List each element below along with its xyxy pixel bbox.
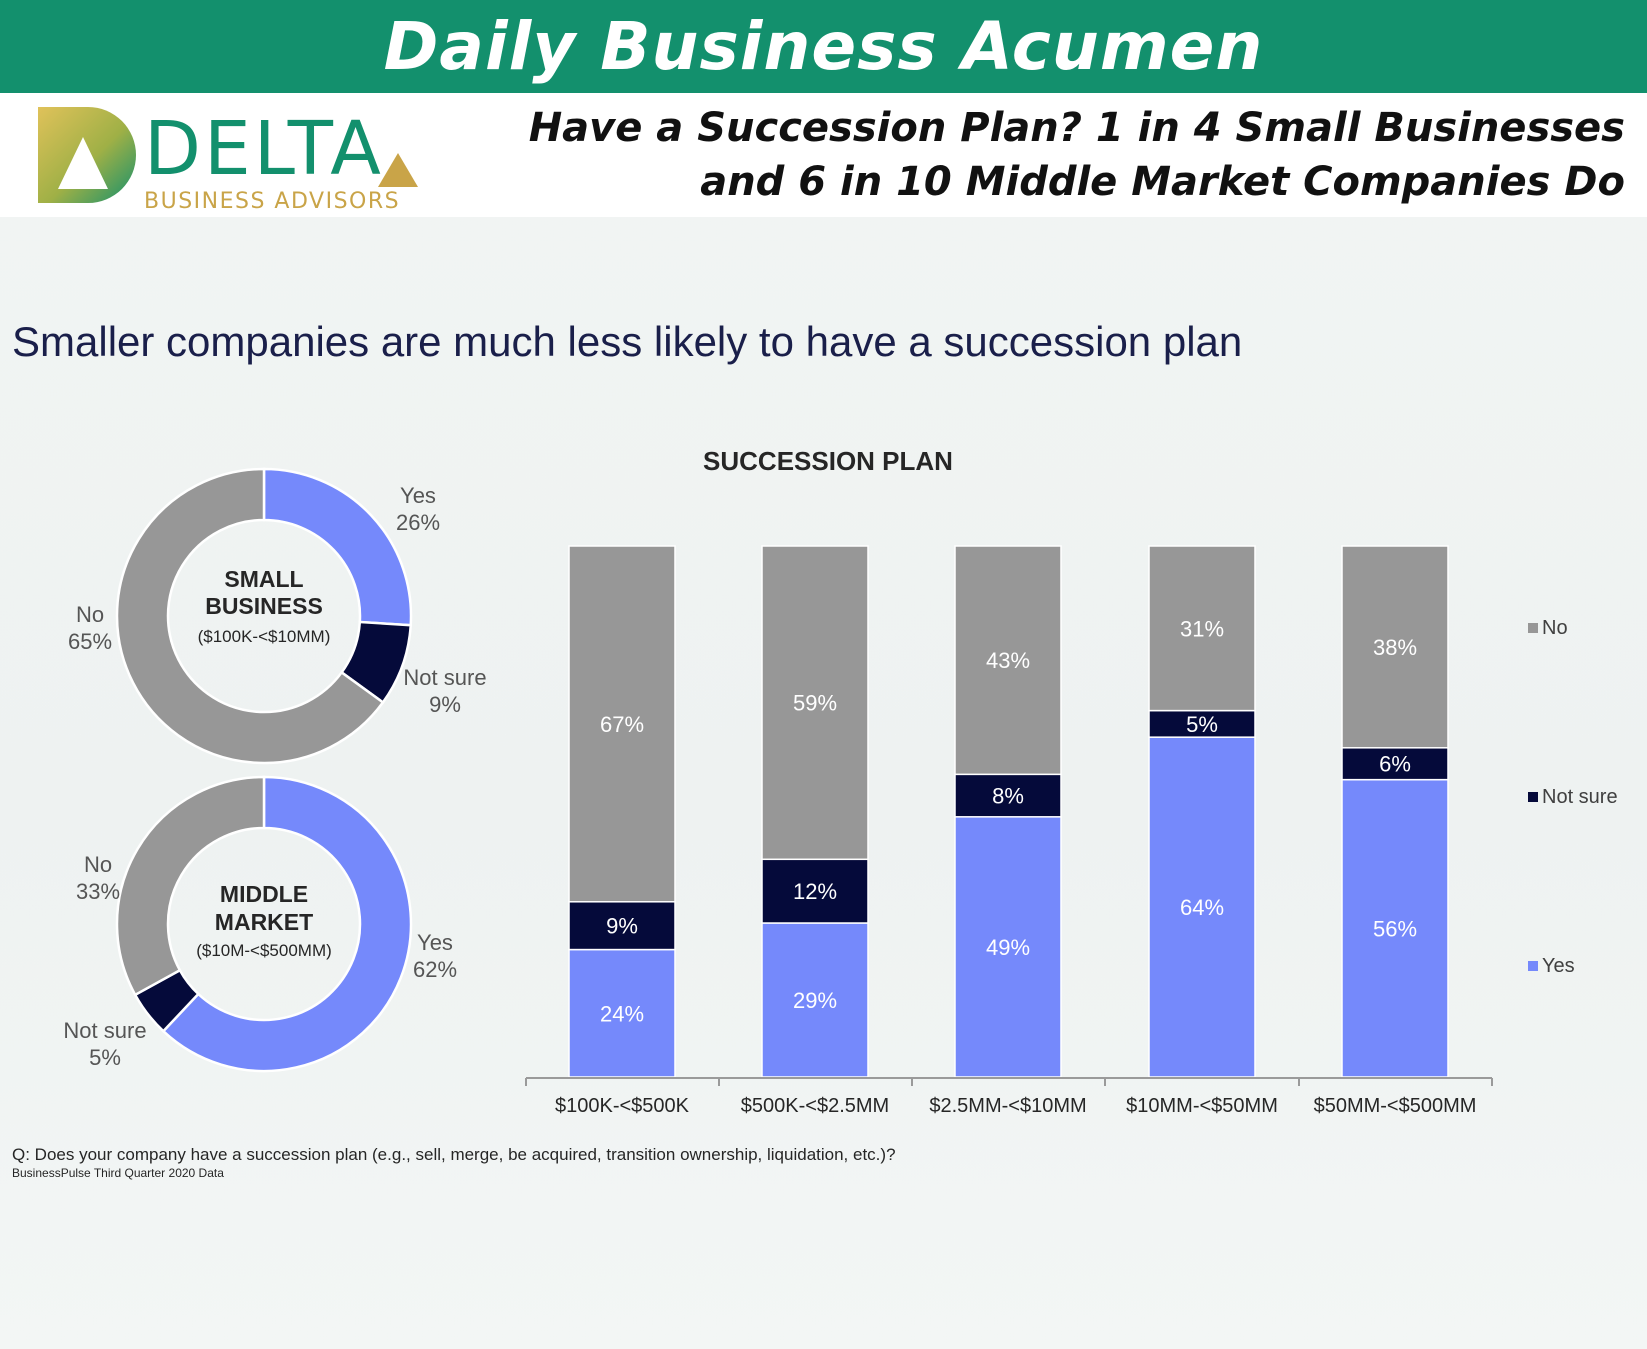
legend-label-yes: Yes: [1542, 955, 1575, 977]
delta-logo: DELTA BUSINESS ADVISORS: [38, 106, 438, 214]
logo-subtitle: BUSINESS ADVISORS: [144, 189, 401, 214]
bar-3-yes-label: 49%: [986, 935, 1030, 960]
legend-label-no: No: [1542, 617, 1568, 639]
bar-5-yes: [1341, 778, 1449, 1078]
bar-2-no: [761, 545, 869, 861]
headline-line-1: Have a Succession Plan? 1 in 4 Small Bus…: [528, 105, 1625, 151]
bar-1-no: [568, 545, 676, 903]
bar-4-not-sure-label: 5%: [1186, 712, 1218, 737]
donut-2-center-label-2: MARKET: [215, 909, 313, 935]
legend-label-not-sure: Not sure: [1542, 786, 1618, 808]
bar-4-no: [1148, 545, 1256, 712]
x-tick-label-4: $10MM-<$50MM: [1126, 1095, 1278, 1117]
donut-1-label-yes: Yes: [400, 483, 436, 508]
logo-word: DELTA: [144, 106, 384, 192]
x-tick-label-2: $500K-<$2.5MM: [741, 1095, 889, 1117]
donut-1-value-yes: 26%: [396, 510, 440, 535]
banner-title: Daily Business Acumen: [383, 8, 1264, 85]
donut-2-value-no: 33%: [76, 879, 120, 904]
source-note: BusinessPulse Third Quarter 2020 Data: [12, 1166, 224, 1180]
bar-3-no-label: 43%: [986, 648, 1030, 673]
x-tick-label-5: $50MM-<$500MM: [1314, 1095, 1477, 1117]
donut-2-value-not-sure: 5%: [89, 1045, 121, 1070]
bar-4-no-label: 31%: [1180, 616, 1224, 641]
donut-2-slice-no: [115, 775, 266, 997]
bar-5-not-sure-label: 6%: [1379, 752, 1411, 777]
chart-title: SUCCESSION PLAN: [703, 446, 953, 476]
donut-1-center-label-2: BUSINESS: [205, 593, 323, 619]
legend-swatch-not-sure: [1528, 792, 1538, 802]
bar-2-yes-label: 29%: [793, 988, 837, 1013]
bar-4-not-sure: [1148, 709, 1256, 738]
bar-5-no: [1341, 545, 1449, 749]
donut-2-center-label-1: MIDDLE: [220, 881, 308, 907]
bar-3-not-sure-label: 8%: [992, 784, 1024, 809]
bar-3-no: [954, 545, 1062, 776]
donut-2-label-yes: Yes: [417, 930, 453, 955]
legend-swatch-no: [1528, 623, 1538, 633]
donut-1-value-no: 65%: [68, 629, 112, 654]
donut-2-center-sublabel: ($10M-<$500MM): [196, 941, 332, 960]
donut-1-center-label-1: SMALL: [224, 566, 303, 592]
delta-logo-mark-icon: [38, 107, 136, 203]
legend-swatch-yes: [1528, 961, 1538, 971]
donut-1-value-not-sure: 9%: [429, 692, 461, 717]
donut-1-center-sublabel: ($100K-<$10MM): [198, 627, 331, 646]
bar-3-yes: [954, 816, 1062, 1078]
bar-5-no-label: 38%: [1373, 635, 1417, 660]
bar-5-yes-label: 56%: [1373, 916, 1417, 941]
donut-2-slice-yes: [161, 775, 413, 1073]
donut-1-label-no: No: [76, 602, 104, 627]
bar-5-not-sure: [1341, 747, 1449, 781]
headline-line-2: and 6 in 10 Middle Market Companies Do: [700, 159, 1625, 205]
header: DELTA BUSINESS ADVISORS Have a Successio…: [0, 93, 1647, 217]
x-tick-label-3: $2.5MM-<$10MM: [929, 1095, 1086, 1117]
bar-1-not-sure-label: 9%: [606, 914, 638, 939]
footnote: Q: Does your company have a succession p…: [12, 1145, 896, 1164]
bar-1-yes: [568, 948, 676, 1078]
bar-1-not-sure: [568, 901, 676, 951]
slide-title: Smaller companies are much less likely t…: [12, 318, 1243, 365]
bar-2-no-label: 59%: [793, 691, 837, 716]
donut-1-slice-no: [115, 467, 385, 765]
bar-2-not-sure-label: 12%: [793, 879, 837, 904]
bar-4-yes-label: 64%: [1180, 895, 1224, 920]
bar-1-no-label: 67%: [600, 712, 644, 737]
donut-2-value-yes: 62%: [413, 957, 457, 982]
top-banner: Daily Business Acumen: [0, 0, 1647, 93]
x-tick-label-1: $100K-<$500K: [555, 1095, 690, 1117]
donut-1-label-not-sure: Not sure: [403, 665, 486, 690]
donut-2-label-not-sure: Not sure: [63, 1018, 146, 1043]
headline: Have a Succession Plan? 1 in 4 Small Bus…: [525, 101, 1625, 209]
bar-2-yes: [761, 922, 869, 1078]
logo-triangle-icon: [378, 153, 418, 187]
bar-1-yes-label: 24%: [600, 1001, 644, 1026]
donut-2-label-no: No: [84, 852, 112, 877]
bar-2-not-sure: [761, 858, 869, 924]
